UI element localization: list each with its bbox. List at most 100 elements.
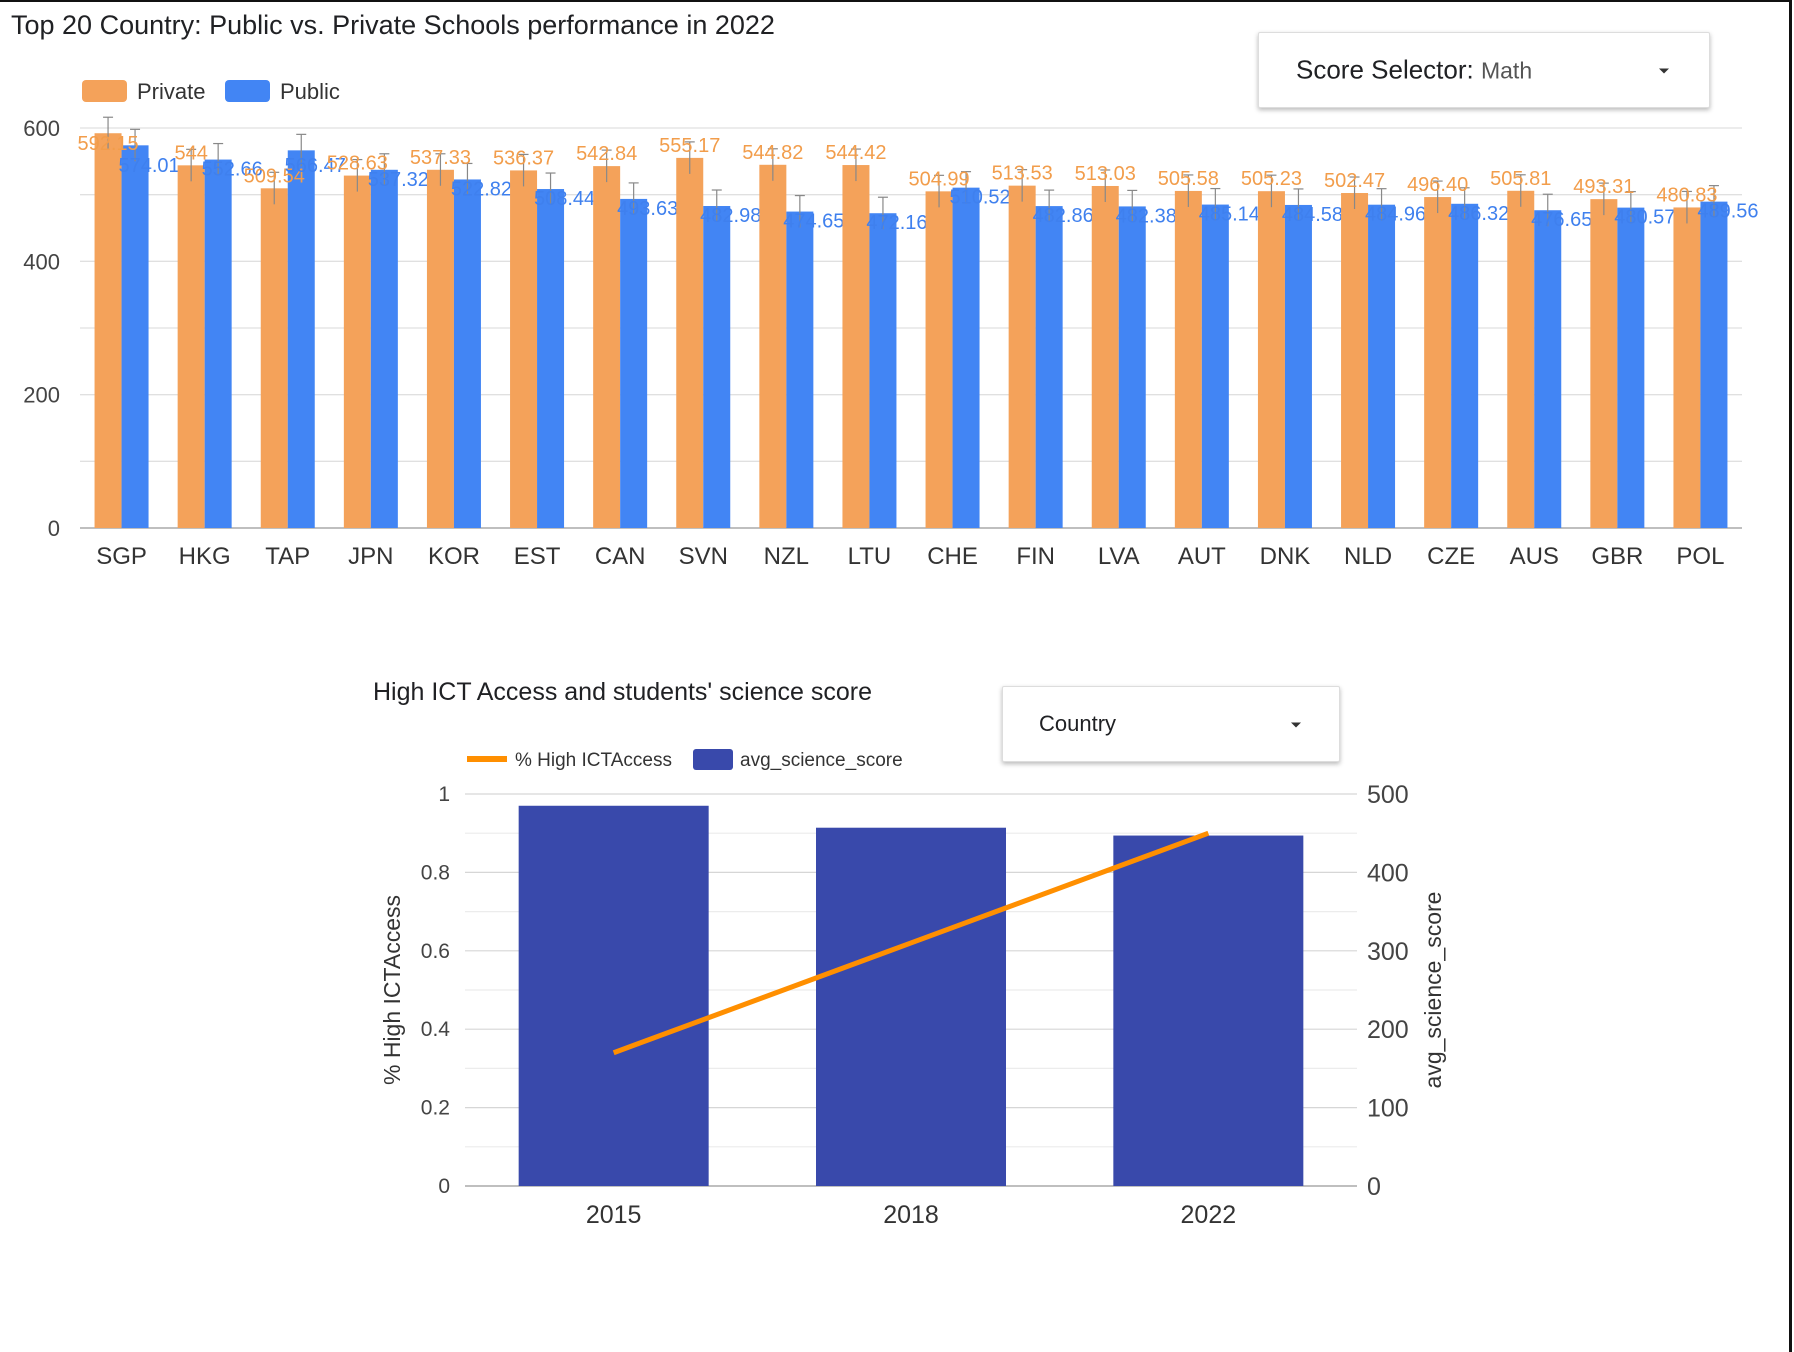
y-right-tick-label: 200 bbox=[1367, 1016, 1409, 1044]
data-label-private: 513.53 bbox=[992, 163, 1053, 185]
data-label-public: 522.82 bbox=[451, 178, 512, 200]
data-label-public: 482.38 bbox=[1116, 205, 1177, 227]
y-tick-label: 0 bbox=[48, 516, 60, 541]
x-tick-label: LTU bbox=[848, 543, 892, 570]
data-label-public: 482.98 bbox=[700, 205, 761, 227]
data-label-public: 484.96 bbox=[1365, 204, 1426, 226]
bar-public bbox=[1284, 204, 1312, 529]
data-label-private: 555.17 bbox=[659, 135, 720, 157]
data-label-private: 505.23 bbox=[1241, 168, 1302, 190]
x-tick-label: EST bbox=[514, 543, 561, 570]
y-left-tick-label: 0.6 bbox=[421, 940, 450, 963]
bar-public bbox=[1617, 207, 1645, 528]
y-right-axis-title: avg_science_score bbox=[1420, 892, 1446, 1089]
x-tick-label: SVN bbox=[679, 543, 728, 570]
bar-public bbox=[121, 145, 149, 528]
data-label-private: 544 bbox=[174, 142, 207, 164]
bar-private bbox=[1091, 185, 1119, 529]
country-selector-label: Country bbox=[1039, 711, 1117, 736]
bar-private bbox=[1424, 197, 1452, 529]
chart-title-top: Top 20 Country: Public vs. Private Schoo… bbox=[11, 10, 775, 40]
bar-public bbox=[370, 169, 398, 528]
data-label-public: 537.32 bbox=[368, 169, 429, 191]
bar-private bbox=[260, 188, 288, 528]
data-label-private: 544.42 bbox=[825, 142, 886, 164]
bar-public bbox=[1451, 203, 1479, 528]
legend-label-line: % High ICTAccess bbox=[515, 750, 672, 771]
x-tick-label: 2015 bbox=[586, 1201, 642, 1229]
data-label-private: 493.31 bbox=[1573, 176, 1634, 198]
y-left-tick-label: 0.2 bbox=[421, 1097, 450, 1120]
x-tick-label: AUS bbox=[1510, 543, 1559, 570]
data-label-public: 482.86 bbox=[1033, 205, 1094, 227]
x-tick-label: TAP bbox=[265, 543, 310, 570]
bar-science-score bbox=[518, 805, 709, 1186]
bar-private bbox=[1590, 199, 1618, 529]
bar-public bbox=[287, 150, 315, 528]
data-label-private: 542.84 bbox=[576, 143, 637, 165]
bar-public bbox=[1534, 210, 1562, 528]
x-tick-label: CZE bbox=[1427, 543, 1475, 570]
data-label-public: 508.44 bbox=[534, 188, 595, 210]
data-label-public: 489.56 bbox=[1697, 201, 1758, 223]
bar-private bbox=[1257, 191, 1285, 528]
y-right-tick-label: 400 bbox=[1367, 859, 1409, 887]
bar-private bbox=[94, 133, 122, 528]
y-tick-label: 400 bbox=[23, 249, 60, 274]
x-tick-label: KOR bbox=[428, 543, 480, 570]
bar-private bbox=[593, 166, 621, 528]
score-selector-value: Math bbox=[1480, 57, 1533, 84]
bar-public bbox=[204, 159, 232, 528]
y-right-tick-label: 500 bbox=[1367, 781, 1409, 809]
bar-public bbox=[1118, 206, 1146, 528]
x-tick-label: DNK bbox=[1260, 543, 1311, 570]
data-label-private: 505.81 bbox=[1490, 168, 1551, 190]
data-label-public: 574.01 bbox=[118, 155, 179, 177]
data-label-public: 484.58 bbox=[1282, 204, 1343, 226]
bar-private bbox=[426, 169, 454, 528]
bar-private bbox=[1008, 185, 1036, 528]
bar-private bbox=[759, 164, 787, 528]
chart-ict-science: 0 0.2 0.4 0.6 0.8 1 0 100 200 300 400 500 % High ICT… bbox=[379, 749, 1446, 1229]
x-tick-label: LVA bbox=[1098, 543, 1140, 570]
data-label-private: 505.58 bbox=[1158, 168, 1219, 190]
legend-label-public: Public bbox=[280, 79, 340, 104]
bar-public bbox=[1035, 206, 1063, 529]
bar-public bbox=[786, 211, 814, 529]
x-tick-label: POL bbox=[1676, 543, 1724, 570]
bar-private bbox=[1673, 207, 1701, 529]
y-left-axis-title: % High ICTAccess bbox=[379, 895, 405, 1085]
caret-down-icon bbox=[1659, 68, 1669, 74]
bar-public bbox=[869, 213, 897, 528]
country-selector-dropdown[interactable]: Country bbox=[1002, 686, 1340, 762]
data-label-private: 496.40 bbox=[1407, 174, 1468, 196]
y-right-tick-label: 100 bbox=[1367, 1095, 1409, 1123]
line-ict-access bbox=[612, 830, 1210, 1056]
bar-private bbox=[343, 175, 371, 528]
data-label-public: 552.66 bbox=[202, 159, 263, 181]
data-label-private: 544.82 bbox=[742, 142, 803, 164]
data-label-private: 509.54 bbox=[244, 165, 305, 187]
bar-private bbox=[925, 191, 953, 528]
bar-private bbox=[1341, 193, 1369, 528]
legend-label-bar: avg_science_score bbox=[740, 750, 903, 771]
data-label-private: 513.03 bbox=[1075, 163, 1136, 185]
x-tick-label: 2018 bbox=[883, 1201, 939, 1229]
x-tick-label: GBR bbox=[1591, 543, 1643, 570]
score-selector-dropdown[interactable]: Score Selector: Math bbox=[1258, 32, 1710, 108]
data-label-public: 476.65 bbox=[1531, 209, 1592, 231]
data-label-public: 510.52 bbox=[949, 187, 1010, 209]
bar-science-score bbox=[816, 827, 1006, 1186]
x-tick-label: HKG bbox=[179, 543, 231, 570]
data-label-private: 480.83 bbox=[1656, 184, 1717, 206]
bar-private bbox=[842, 165, 870, 528]
x-tick-label: CAN bbox=[595, 543, 646, 570]
bar-public bbox=[952, 187, 980, 529]
score-selector-label: Score Selector bbox=[1296, 54, 1467, 85]
data-label-private: 537.33 bbox=[410, 147, 471, 169]
chart-title-bottom: High ICT Access and students' science sc… bbox=[373, 678, 872, 706]
y-left-tick-label: 0.8 bbox=[421, 861, 450, 884]
data-label-private: 504.99 bbox=[908, 168, 969, 190]
